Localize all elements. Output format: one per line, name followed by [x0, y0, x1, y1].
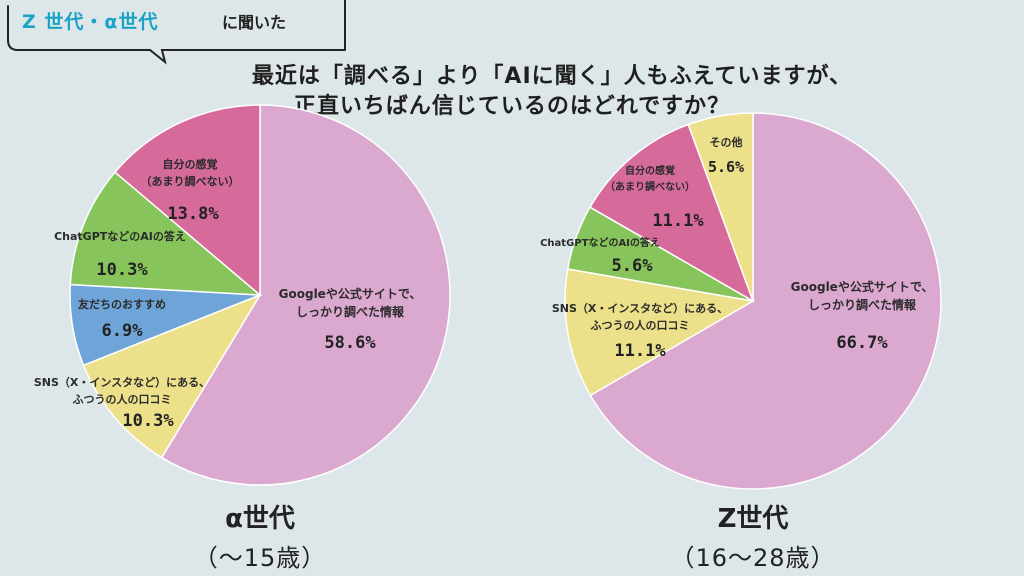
pie0-slice-0-percent: 58.6%: [324, 333, 376, 353]
tag-rest: に聞いた: [222, 13, 287, 32]
pie1-slice-0-percent: 66.7%: [836, 333, 888, 353]
pie0-slice-0-label-0: Googleや公式サイトで、: [279, 286, 422, 301]
question-line-2: 正直いちばん信じているのはどれですか？: [293, 94, 731, 119]
pie0-slice-4-percent: 13.8%: [167, 204, 219, 224]
pie0-slice-4-label-0: 自分の感覚: [163, 157, 218, 171]
pie1-slice-4-percent: 5.6%: [708, 158, 744, 176]
pie1-slice-3-percent: 11.1%: [652, 211, 704, 231]
pie0-slice-3-label-0: ChatGPTなどのAIの答え: [54, 229, 186, 243]
header-bubble: [7, 0, 346, 65]
bubble-outline: [7, 5, 346, 65]
pie0-slice-1-percent: 10.3%: [122, 411, 174, 431]
z-generation-age: （16〜28歳）: [670, 544, 836, 572]
pie0-slice-2-label-0: 友だちのおすすめ: [78, 297, 166, 311]
pie1-slice-0: [589, 112, 942, 490]
pie1-slice-1: [564, 268, 756, 397]
pie1-slice-3: [589, 123, 755, 303]
pie1-slice-1-label-1: ふつうの人の口コミ: [591, 318, 690, 332]
pie1-slice-4: [687, 112, 754, 302]
alpha-generation-title: α世代: [225, 504, 295, 534]
pie1-slice-2-percent: 5.6%: [612, 256, 654, 276]
z-generation-title: Z世代: [717, 504, 789, 534]
pie0-slice-1: [82, 293, 262, 459]
pie0-slice-0: [160, 104, 451, 486]
pie0-slice-4-label-1: （あまり調べない）: [141, 174, 240, 188]
pie1-slice-3-label-1: （あまり調べない）: [605, 180, 695, 193]
pie0-slice-0-label-1: しっかり調べた情報: [296, 304, 405, 319]
pie0-slice-3: [69, 171, 263, 296]
pie1-slice-0-label-0: Googleや公式サイトで、: [791, 279, 934, 294]
pie0-slice-1-label-0: SNS（X・インスタなど）にある、: [34, 376, 210, 389]
pie1-slice-3-label-0: 自分の感覚: [625, 164, 675, 177]
pie1-slice-1-label-0: SNS（X・インスタなど）にある、: [552, 302, 728, 315]
question-line-1: 最近は「調べる」より「AIに聞く」人もふえていますが、: [251, 64, 853, 89]
pie1-slice-1-percent: 11.1%: [614, 341, 666, 361]
pie0-slice-3-percent: 10.3%: [96, 260, 148, 280]
alpha-generation-age: （〜15歳）: [193, 544, 327, 572]
pie0-slice-2-percent: 6.9%: [102, 321, 144, 341]
tag-highlight: Z 世代・α世代: [22, 11, 159, 33]
pie1-slice-4-label-0: その他: [710, 135, 743, 149]
pie0-slice-1-label-1: ふつうの人の口コミ: [73, 392, 172, 406]
pie0-slice-4: [113, 104, 261, 297]
pie1-slice-0-label-1: しっかり調べた情報: [808, 297, 917, 312]
pie1-slice-2-label-0: ChatGPTなどのAIの答え: [540, 236, 660, 249]
